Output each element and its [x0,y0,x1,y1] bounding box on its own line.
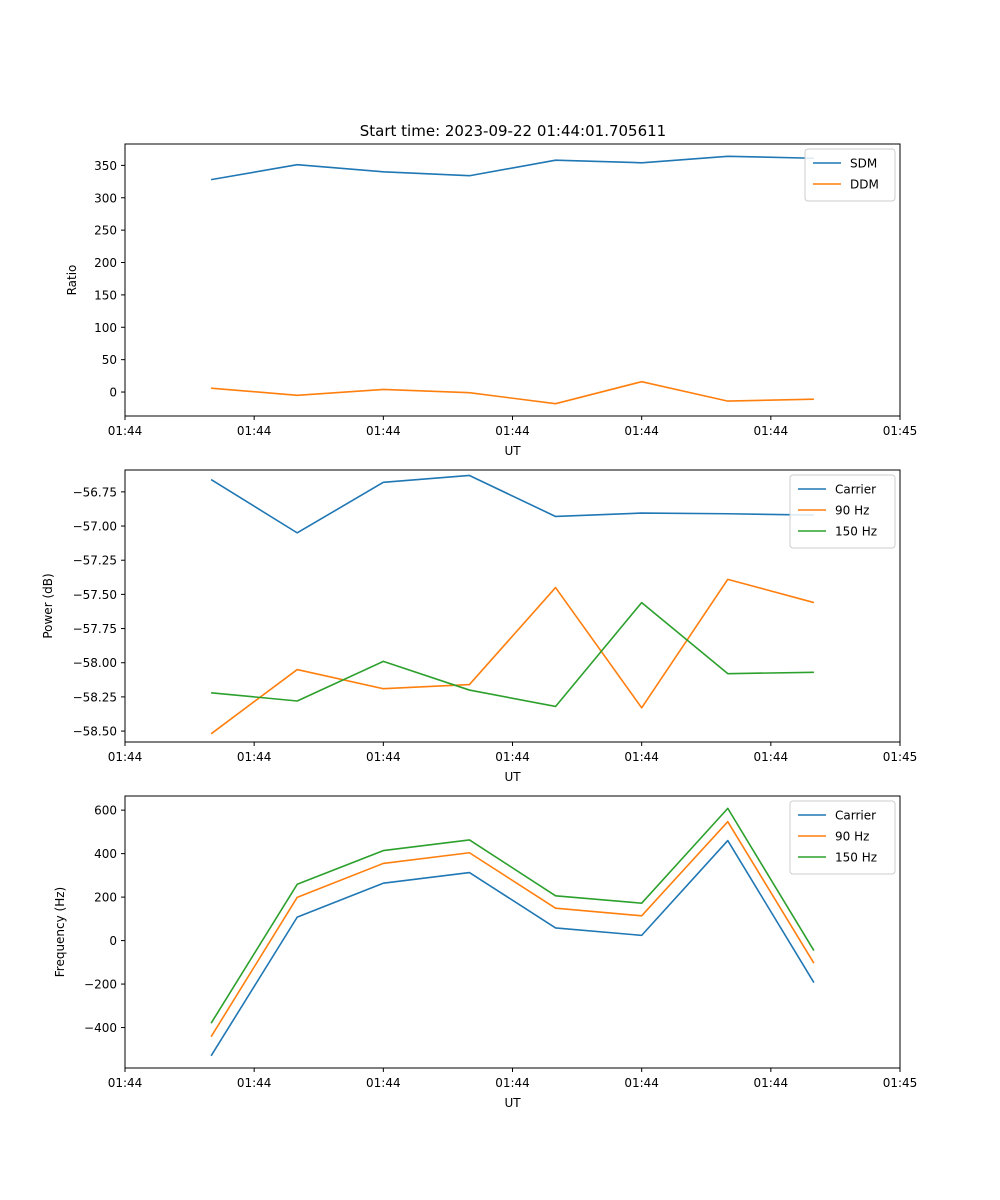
x-tick-label: 01:44 [108,750,143,764]
y-tick-label: −200 [84,978,117,992]
legend-label: Carrier [835,809,876,823]
x-tick-label: 01:44 [108,424,143,438]
series-line-sdm [210,155,814,181]
legend: SDM DDM [804,148,896,202]
legend-label: 90 Hz [835,830,869,844]
x-tick-label: 01:44 [237,424,272,438]
y-tick-label: 50 [102,353,117,367]
subplot-3: 01:44 01:44 01:44 01:44 01:44 01:44 01:45 −400 −… [53,795,918,1110]
y-tick-label: −57.50 [73,588,117,602]
x-tick-label: 01:44 [495,1076,530,1090]
y-tick-label: 400 [94,847,117,861]
x-tick-label: 01:44 [108,1076,143,1090]
y-tick-label: 200 [94,891,117,905]
y-tick-label: 100 [94,321,117,335]
y-tick-label: 0 [109,934,117,948]
legend-label: SDM [850,157,877,171]
x-tick-label: 01:44 [237,750,272,764]
x-tick-label: 01:44 [624,424,659,438]
x-tick-label: 01:44 [495,424,530,438]
legend-label: 150 Hz [835,851,877,865]
legend-label: Carrier [835,483,876,497]
y-tick-label: −400 [84,1021,117,1035]
y-tick-label: −58.25 [73,690,117,704]
y-tick-label: −57.25 [73,554,117,568]
y-tick-label: 250 [94,224,117,238]
axes-frame [124,469,901,743]
legend-frame [804,148,896,202]
series-line-carrier [210,839,815,1057]
y-tick-label: −58.00 [73,656,117,670]
axes-frame [124,143,901,417]
subplot-1: 01:44 01:44 01:44 01:44 01:44 01:44 01:45 0 50 10… [65,143,918,458]
series-line-carrier [210,474,814,534]
x-axis-label: UT [504,770,521,784]
y-tick-label: 150 [94,288,117,302]
x-tick-label: 01:45 [883,750,918,764]
y-tick-label: 350 [94,159,117,173]
y-tick-label: 200 [94,256,117,270]
series-line-150-hz [211,601,814,708]
x-tick-label: 01:44 [366,1076,401,1090]
x-tick-label: 01:44 [495,750,530,764]
series-line-90-hz [210,578,815,735]
series-line-150-hz [210,807,815,1024]
axes-frame [124,795,901,1069]
y-axis-label: Ratio [65,265,79,296]
x-tick-label: 01:45 [883,1076,918,1090]
y-tick-label: −57.00 [73,520,117,534]
y-axis-label: Power (dB) [41,573,55,638]
x-tick-label: 01:44 [624,1076,659,1090]
y-tick-label: −58.50 [73,725,117,739]
x-tick-label: 01:44 [754,1076,789,1090]
x-tick-label: 01:44 [624,750,659,764]
x-axis-label: UT [504,1096,521,1110]
legend: Carrier 90 Hz 150 Hz [789,800,896,875]
subplot-2: 01:44 01:44 01:44 01:44 01:44 01:44 01:45 −58.5… [41,469,918,784]
y-tick-label: −57.75 [73,622,117,636]
x-tick-label: 01:45 [883,424,918,438]
x-tick-label: 01:44 [366,424,401,438]
legend-label: 90 Hz [835,504,869,518]
x-tick-label: 01:44 [754,424,789,438]
y-tick-label: 300 [94,191,117,205]
legend-frame [789,474,896,549]
legend-label: DDM [850,178,879,192]
legend: Carrier 90 Hz 150 Hz [789,474,896,549]
figure-title: Start time: 2023-09-22 01:44:01.705611 [360,122,666,140]
x-axis-label: UT [504,444,521,458]
legend-label: 150 Hz [835,525,877,539]
series-line-90-hz [210,820,815,1038]
x-tick-label: 01:44 [366,750,401,764]
y-tick-label: −56.75 [73,485,117,499]
series-line-ddm [211,380,814,405]
y-axis-label: Frequency (Hz) [53,887,67,978]
y-tick-label: 600 [94,804,117,818]
x-tick-label: 01:44 [237,1076,272,1090]
x-tick-label: 01:44 [754,750,789,764]
legend-frame [789,800,896,875]
y-tick-label: 0 [109,386,117,400]
